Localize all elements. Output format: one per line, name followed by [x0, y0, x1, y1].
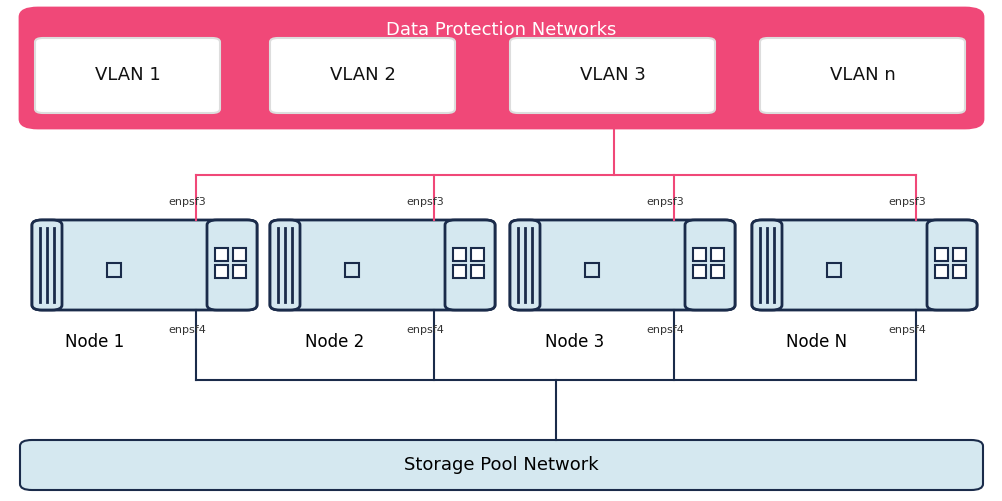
Text: enpsf4: enpsf4: [167, 325, 205, 335]
Text: Node 3: Node 3: [545, 333, 604, 351]
FancyBboxPatch shape: [752, 220, 976, 310]
Text: enpsf3: enpsf3: [167, 197, 205, 207]
FancyBboxPatch shape: [710, 248, 723, 261]
Text: enpsf4: enpsf4: [887, 325, 925, 335]
Text: Data Protection Networks: Data Protection Networks: [386, 21, 616, 39]
Text: Node 1: Node 1: [65, 333, 124, 351]
FancyBboxPatch shape: [471, 265, 484, 278]
FancyBboxPatch shape: [710, 265, 723, 278]
FancyBboxPatch shape: [692, 248, 705, 261]
FancyBboxPatch shape: [270, 38, 455, 113]
FancyBboxPatch shape: [32, 220, 257, 310]
FancyBboxPatch shape: [214, 248, 227, 261]
FancyBboxPatch shape: [926, 220, 976, 310]
FancyBboxPatch shape: [827, 263, 840, 277]
FancyBboxPatch shape: [453, 248, 466, 261]
FancyBboxPatch shape: [32, 220, 62, 310]
FancyBboxPatch shape: [760, 38, 964, 113]
Text: VLAN n: VLAN n: [829, 67, 895, 85]
FancyBboxPatch shape: [20, 440, 982, 490]
Text: enpsf3: enpsf3: [645, 197, 683, 207]
Text: Storage Pool Network: Storage Pool Network: [404, 456, 598, 474]
FancyBboxPatch shape: [445, 220, 495, 310]
FancyBboxPatch shape: [952, 248, 965, 261]
FancyBboxPatch shape: [232, 248, 245, 261]
FancyBboxPatch shape: [692, 265, 705, 278]
FancyBboxPatch shape: [509, 220, 539, 310]
FancyBboxPatch shape: [270, 220, 300, 310]
FancyBboxPatch shape: [684, 220, 734, 310]
FancyBboxPatch shape: [345, 263, 359, 277]
FancyBboxPatch shape: [232, 265, 245, 278]
FancyBboxPatch shape: [107, 263, 121, 277]
Text: enpsf4: enpsf4: [406, 325, 444, 335]
Text: enpsf3: enpsf3: [406, 197, 443, 207]
FancyBboxPatch shape: [934, 248, 947, 261]
FancyBboxPatch shape: [270, 220, 495, 310]
FancyBboxPatch shape: [20, 8, 982, 128]
FancyBboxPatch shape: [35, 38, 219, 113]
Text: VLAN 3: VLAN 3: [579, 67, 645, 85]
FancyBboxPatch shape: [934, 265, 947, 278]
FancyBboxPatch shape: [584, 263, 598, 277]
FancyBboxPatch shape: [509, 38, 714, 113]
Text: VLAN 2: VLAN 2: [330, 67, 395, 85]
FancyBboxPatch shape: [471, 248, 484, 261]
Text: Node 2: Node 2: [305, 333, 365, 351]
Text: Node N: Node N: [786, 333, 847, 351]
FancyBboxPatch shape: [453, 265, 466, 278]
Text: enpsf4: enpsf4: [645, 325, 683, 335]
FancyBboxPatch shape: [509, 220, 734, 310]
FancyBboxPatch shape: [952, 265, 965, 278]
Text: VLAN 1: VLAN 1: [94, 67, 160, 85]
FancyBboxPatch shape: [752, 220, 782, 310]
Text: enpsf3: enpsf3: [887, 197, 925, 207]
FancyBboxPatch shape: [214, 265, 227, 278]
FancyBboxPatch shape: [206, 220, 257, 310]
